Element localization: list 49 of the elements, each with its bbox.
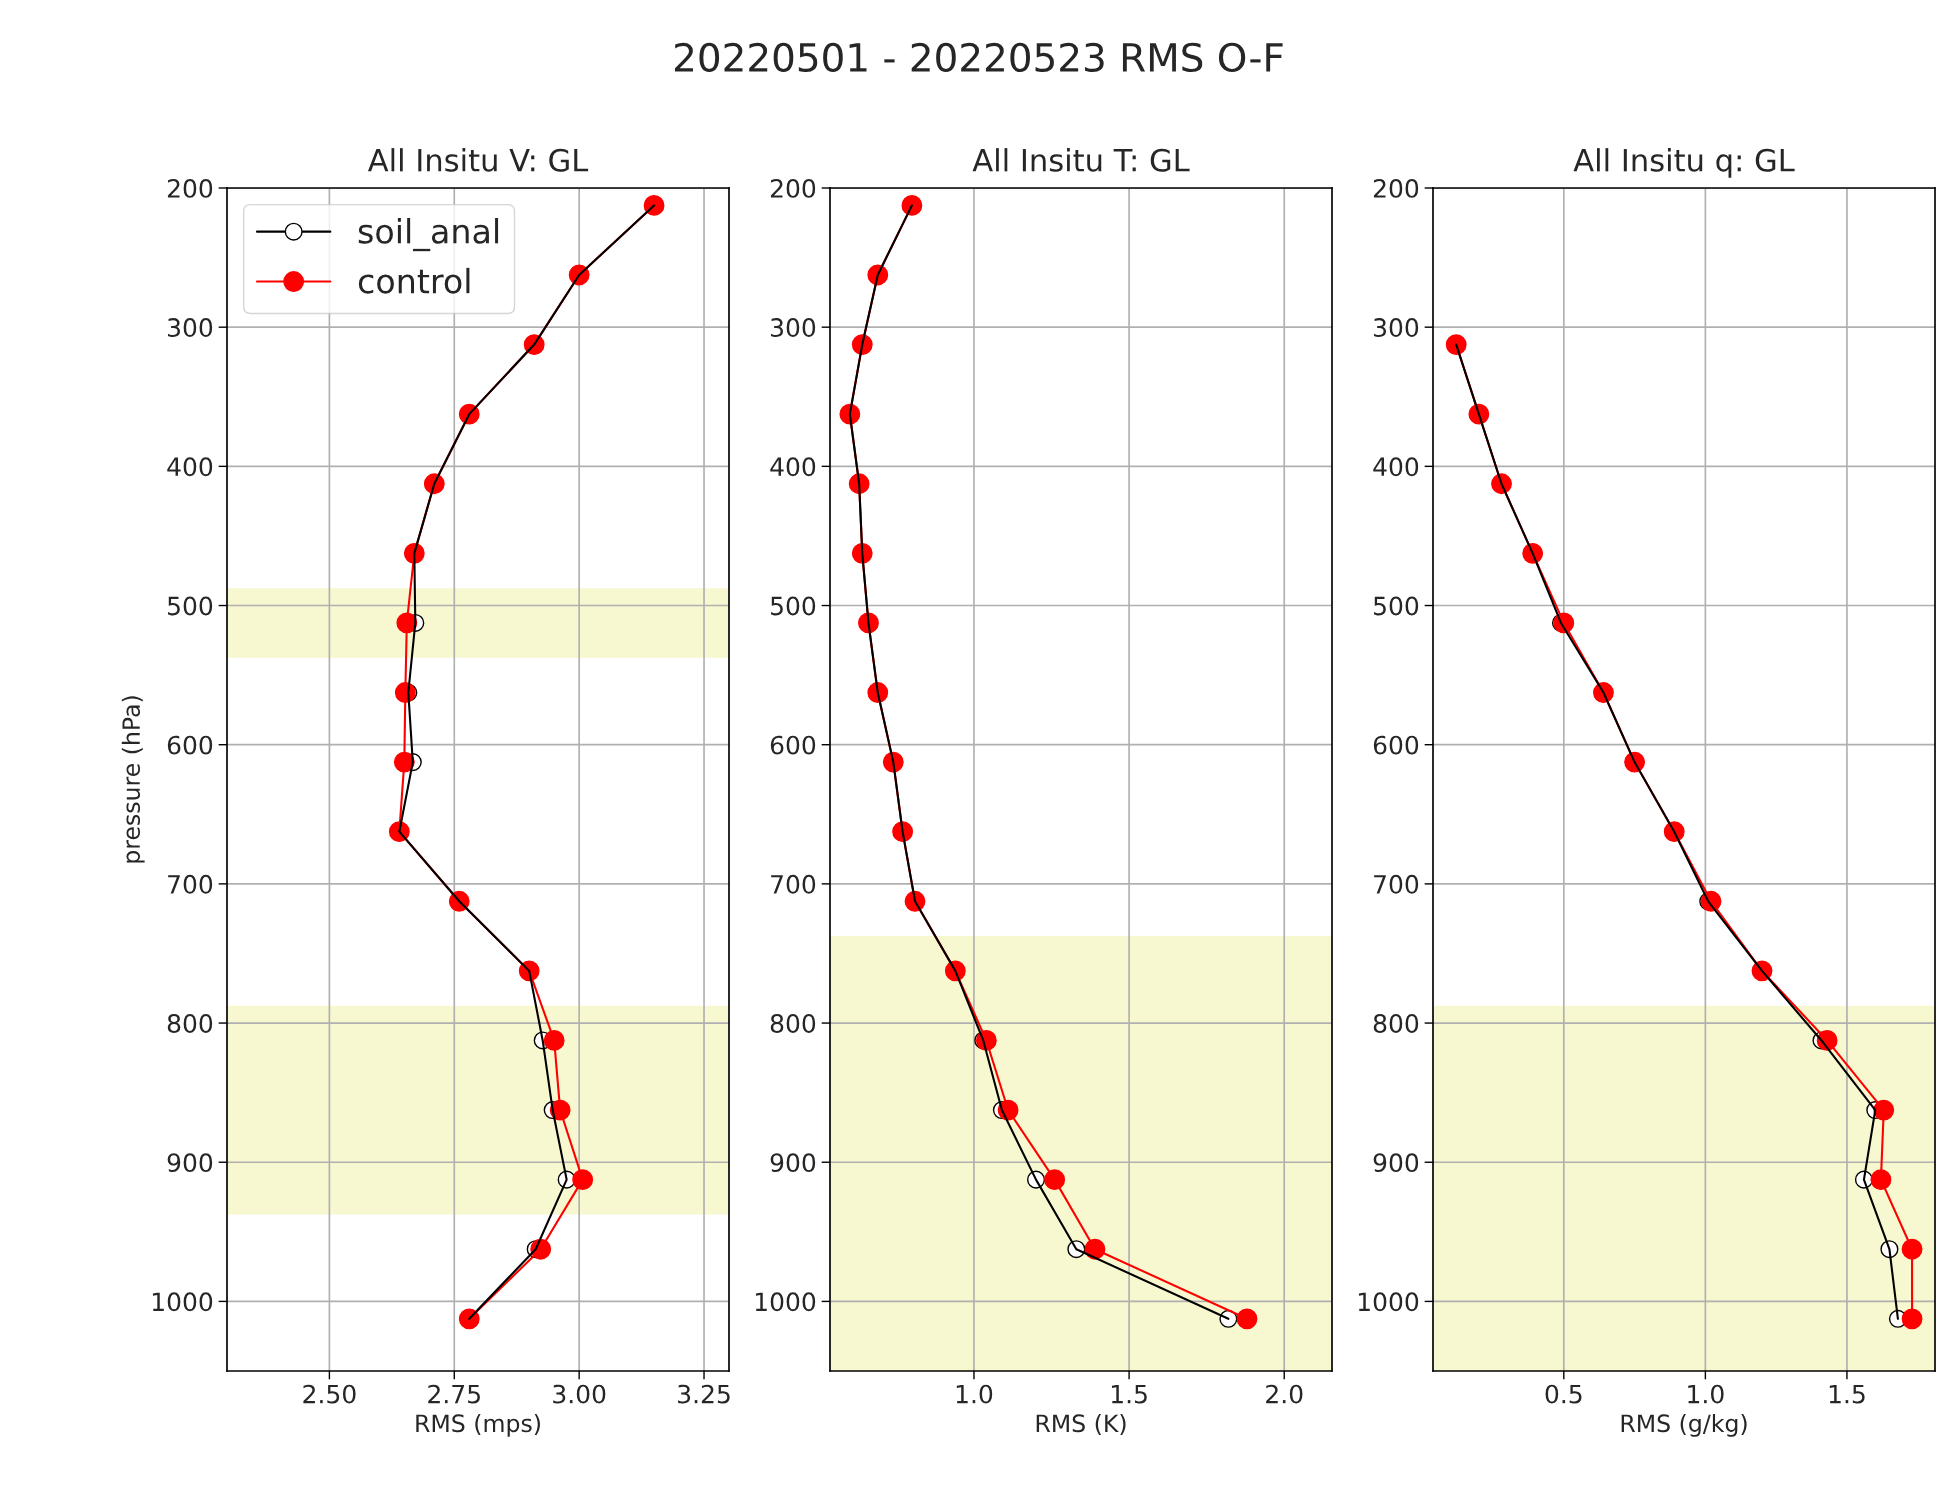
x-tick-label: 1.0 (1688, 1384, 1724, 1404)
y-tick-label: 900 (1373, 1153, 1419, 1173)
y-tick-label: 700 (771, 874, 816, 894)
y-tick-label: 400 (1373, 457, 1419, 477)
y-tick-label: 500 (168, 596, 213, 616)
x-tick-label: 0.5 (1545, 1384, 1582, 1404)
y-tick-label: 500 (771, 596, 816, 616)
y-tick-label: 1000 (152, 1292, 213, 1312)
x-tick-label: 1.5 (1829, 1384, 1865, 1404)
y-tick-label: 200 (770, 178, 816, 198)
legend-label: soil_anal (358, 218, 499, 252)
point (1236, 1308, 1258, 1330)
y-tick-label: 1000 (755, 1292, 816, 1312)
y-tick-label: 500 (1374, 596, 1419, 616)
x-tick-label: 1.0 (956, 1384, 993, 1404)
y-tick-label: 300 (1373, 318, 1419, 338)
chart-title: All Insitu T: GL (972, 148, 1190, 172)
y-tick-label: 900 (770, 1153, 816, 1173)
x-tick-label: 2.75 (428, 1384, 480, 1404)
chart-title: All Insitu q: GL (1573, 148, 1795, 178)
x-tick-label: 1.5 (1111, 1384, 1147, 1404)
x-tick-label: 2.0 (1266, 1384, 1303, 1404)
y-tick-label: 600 (167, 735, 213, 755)
y-tick-label: 300 (167, 318, 213, 338)
legend-label: control (358, 267, 470, 294)
y-tick-label: 600 (770, 735, 816, 755)
x-axis-title: RMS (mps) (416, 1413, 540, 1437)
y-tick-label: 200 (1373, 178, 1419, 198)
y-tick-label: 400 (770, 457, 816, 477)
y-tick-label: 700 (1374, 874, 1419, 894)
x-tick-label: 3.00 (553, 1384, 606, 1404)
point (1901, 1308, 1923, 1330)
x-tick-label: 3.25 (678, 1384, 730, 1404)
y-tick-label: 800 (167, 1014, 213, 1033)
x-axis-title: RMS (g/kg) (1621, 1413, 1747, 1437)
y-tick-label: 800 (770, 1014, 816, 1033)
y-tick-label: 700 (168, 874, 213, 894)
y-tick-label: 600 (1373, 735, 1419, 755)
y-tick-label: 300 (770, 318, 816, 338)
y-tick-label: 400 (167, 457, 213, 477)
y-tick-label: 900 (167, 1153, 213, 1173)
y-tick-label: 800 (1373, 1014, 1419, 1033)
text: 20220501 - 20220523 RMS O-F (675, 42, 1283, 73)
chart-title: All Insitu V: GL (367, 148, 589, 172)
x-axis-title: RMS (K) (1036, 1413, 1126, 1435)
x-tick-label: 2.50 (303, 1384, 356, 1404)
y-tick-label: 1000 (1358, 1292, 1419, 1312)
y-tick-label: 200 (167, 178, 213, 198)
y-axis-title: pressure (hPa) (121, 696, 145, 863)
